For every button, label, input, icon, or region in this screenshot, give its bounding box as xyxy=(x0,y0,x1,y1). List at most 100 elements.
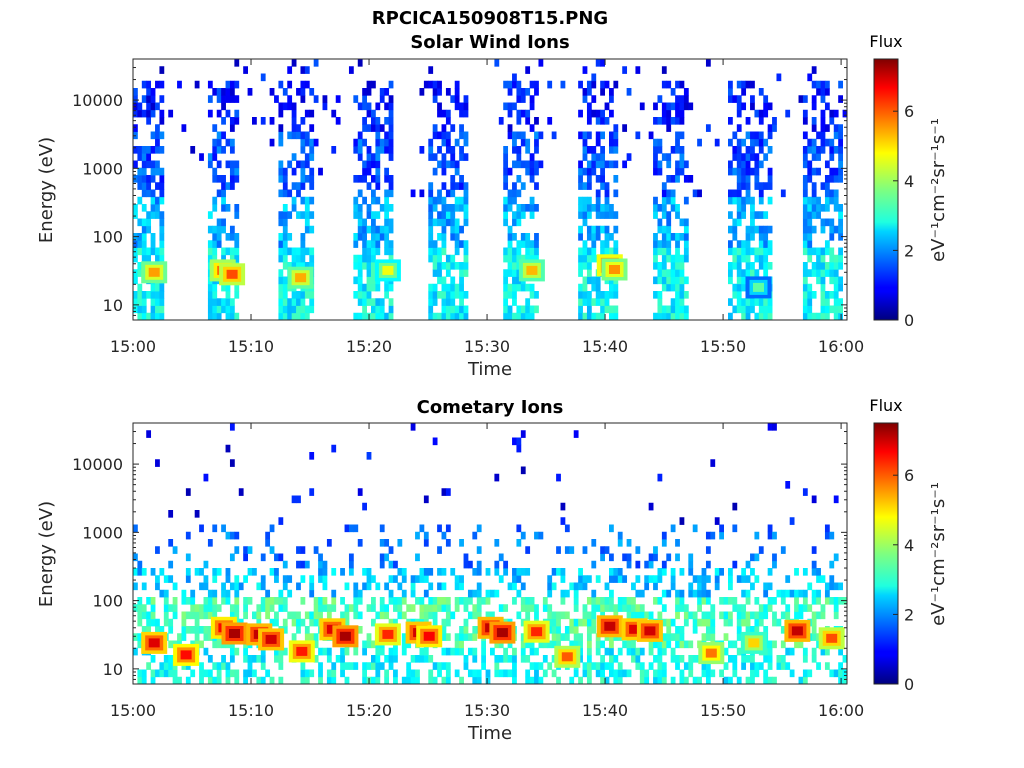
flux-cell xyxy=(481,647,486,656)
flux-cell xyxy=(824,204,830,212)
flux-cell xyxy=(221,589,226,598)
flux-cell xyxy=(661,676,667,685)
flux-cell xyxy=(816,269,821,277)
flux-cell xyxy=(750,298,755,306)
flux-cell xyxy=(697,618,702,627)
flux-cell xyxy=(445,604,451,612)
flux-cell xyxy=(829,196,835,205)
flux-cell xyxy=(503,604,509,612)
flux-cell xyxy=(388,305,394,314)
flux-cell xyxy=(613,240,619,248)
flux-cell xyxy=(802,676,808,685)
flux-cell xyxy=(379,312,385,321)
flux-cell xyxy=(309,247,315,256)
flux-cell xyxy=(802,488,808,496)
flux-cell xyxy=(282,262,288,270)
flux-cell xyxy=(229,669,235,678)
flux-cell xyxy=(216,109,222,118)
flux-cell xyxy=(516,160,522,169)
flux-cell xyxy=(644,575,650,583)
flux-cell xyxy=(141,247,147,256)
flux-cell xyxy=(622,124,628,132)
flux-cell xyxy=(185,488,191,496)
flux-cell xyxy=(516,88,522,96)
flux-cell xyxy=(168,669,174,678)
flux-cell xyxy=(820,204,826,212)
flux-cell xyxy=(181,611,187,620)
flux-cell xyxy=(582,211,588,219)
flux-cell xyxy=(393,560,398,569)
flux-cell xyxy=(309,196,315,205)
flux-cell xyxy=(225,298,231,306)
flux-cell xyxy=(445,488,451,496)
flux-cell xyxy=(595,204,601,212)
flux-cell xyxy=(635,647,641,656)
flux-cell xyxy=(432,269,438,277)
flux-cell xyxy=(754,167,760,176)
flux-cell xyxy=(578,298,583,306)
flux-cell xyxy=(516,189,522,198)
flux-cell xyxy=(229,254,235,263)
flux-cell xyxy=(304,262,310,270)
flux-cell xyxy=(600,240,605,248)
flux-cell xyxy=(322,647,328,656)
flux-cell xyxy=(600,546,605,554)
flux-cell xyxy=(675,298,680,306)
flux-cell xyxy=(758,146,764,154)
flux-cell xyxy=(732,662,738,670)
x-tick-label: 15:20 xyxy=(346,701,392,720)
flux-cell xyxy=(454,633,460,641)
flux-cell xyxy=(133,160,138,169)
flux-cell xyxy=(225,88,231,96)
flux-cell xyxy=(141,109,147,118)
flux-cell xyxy=(520,138,526,147)
flux-cell xyxy=(767,240,773,248)
flux-cell xyxy=(705,626,711,634)
flux-cell xyxy=(428,66,434,74)
flux-cell xyxy=(159,189,165,198)
flux-cell xyxy=(296,618,301,627)
flux-cell xyxy=(745,160,751,169)
flux-cell xyxy=(564,633,570,641)
flux-cell xyxy=(437,524,442,533)
flux-cell xyxy=(750,582,755,591)
flux-cell xyxy=(675,233,680,241)
flux-cell xyxy=(454,669,460,678)
flux-cell xyxy=(318,553,323,562)
flux-cell xyxy=(529,240,535,248)
flux-cell xyxy=(260,553,266,562)
flux-cell xyxy=(291,312,297,321)
flux-cell xyxy=(344,582,350,591)
flux-cell xyxy=(679,146,685,154)
flux-cell xyxy=(371,575,376,583)
flux-cell xyxy=(736,167,742,176)
flux-cell xyxy=(437,276,442,285)
flux-cell xyxy=(516,131,522,140)
flux-cell xyxy=(657,204,663,212)
flux-cell xyxy=(454,597,460,605)
flux-cell xyxy=(265,604,271,612)
flux-cell xyxy=(586,291,592,299)
flux-cell xyxy=(833,276,839,285)
flux-cell xyxy=(278,175,284,183)
flux-cell xyxy=(445,633,451,641)
flux-cell xyxy=(362,160,367,169)
flux-cell xyxy=(586,117,592,125)
flux-cell xyxy=(472,633,478,641)
flux-cell xyxy=(428,218,434,227)
flux-cell xyxy=(274,568,279,576)
flux-cell xyxy=(278,138,284,147)
flux-cell xyxy=(613,291,619,299)
flux-cell xyxy=(609,146,614,154)
flux-cell xyxy=(318,167,323,176)
flux-cell xyxy=(388,240,394,248)
flux-cell xyxy=(503,167,509,176)
flux-cell xyxy=(824,305,830,314)
flux-cell xyxy=(203,669,209,678)
flux-cell xyxy=(578,291,583,299)
flux-cell xyxy=(155,298,160,306)
flux-cell xyxy=(600,669,605,678)
flux-cell xyxy=(551,582,557,591)
flux-cell xyxy=(670,312,676,321)
